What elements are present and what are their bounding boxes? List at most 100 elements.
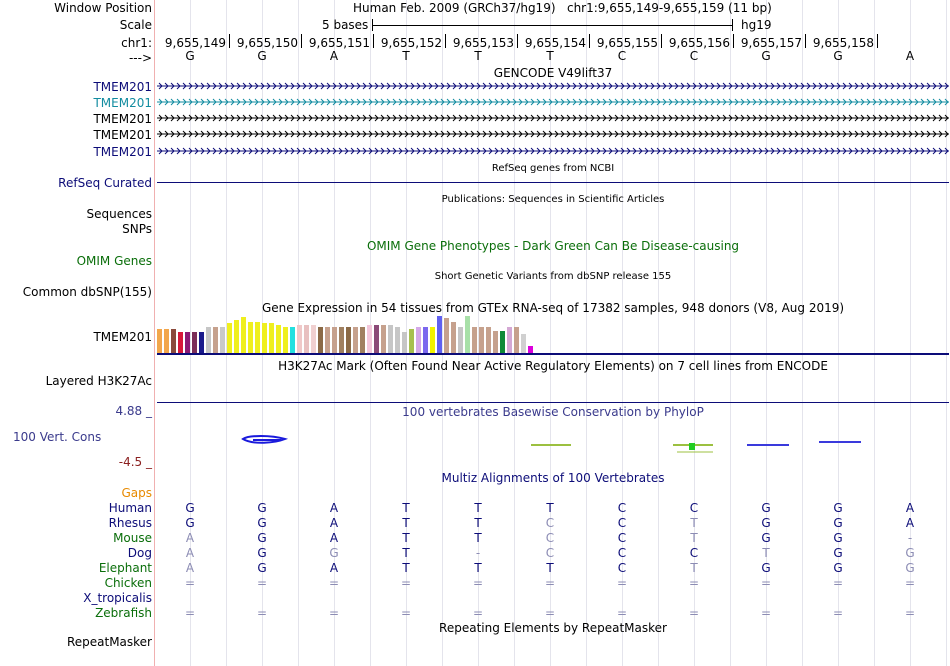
gtex-tissue-bar[interactable]	[346, 327, 351, 353]
gtex-tissue-bar[interactable]	[416, 327, 421, 353]
gtex-tissue-bar[interactable]	[388, 325, 393, 353]
aligned-base: =	[904, 576, 916, 590]
gtex-tissue-bar[interactable]	[437, 316, 442, 353]
gtex-tissue-bar[interactable]	[220, 327, 225, 353]
gtex-tissue-bar[interactable]	[157, 329, 162, 353]
species-label[interactable]: Rhesus	[108, 516, 152, 530]
dbsnp-track-label[interactable]: Common dbSNP(155)	[22, 285, 152, 299]
gtex-tissue-bar[interactable]	[339, 327, 344, 353]
gtex-tissue-bar[interactable]	[227, 323, 232, 353]
gtex-tissue-bar[interactable]	[311, 325, 316, 353]
phylop-wiggle[interactable]	[157, 425, 949, 465]
sequences-track-label[interactable]: Sequences	[86, 207, 152, 221]
gtex-tissue-bar[interactable]	[262, 323, 267, 353]
gtex-tissue-bar[interactable]	[402, 332, 407, 353]
gtex-tissue-bar[interactable]	[528, 346, 533, 353]
gtex-tissue-bar[interactable]	[444, 318, 449, 353]
gtex-tissue-bar[interactable]	[241, 317, 246, 353]
species-label[interactable]: Mouse	[113, 531, 152, 545]
gtex-tissue-bar[interactable]	[458, 327, 463, 353]
gtex-tissue-bar[interactable]	[164, 329, 169, 353]
species-label[interactable]: Chicken	[104, 576, 152, 590]
gtex-tissue-bar[interactable]	[507, 327, 512, 353]
aligned-base: T	[402, 531, 410, 545]
gtex-tissue-bar[interactable]	[367, 325, 372, 353]
gencode-gene-label-1[interactable]: TMEM201	[93, 80, 152, 94]
snps-track-label[interactable]: SNPs	[122, 222, 152, 236]
gtex-tissue-bar[interactable]	[472, 327, 477, 353]
repeatmasker-track-label[interactable]: RepeatMasker	[66, 635, 152, 649]
gtex-tissue-bar[interactable]	[521, 334, 526, 353]
gene-model-4[interactable]	[157, 130, 949, 138]
gtex-tissue-bar[interactable]	[353, 327, 358, 353]
gtex-tissue-bar[interactable]	[500, 331, 505, 353]
gtex-tissue-bar[interactable]	[171, 329, 176, 353]
aligned-base: =	[256, 576, 268, 590]
species-label[interactable]: Human	[108, 501, 152, 515]
gtex-tissue-bar[interactable]	[430, 327, 435, 353]
omim-track-label[interactable]: OMIM Genes	[76, 254, 152, 268]
h3k27ac-track-label[interactable]: Layered H3K27Ac	[45, 374, 152, 388]
phylop-track-label[interactable]: 100 Vert. Cons	[13, 430, 102, 444]
aligned-base: T	[690, 561, 698, 575]
gencode-gene-label-2[interactable]: TMEM201	[93, 96, 152, 110]
gtex-tissue-bar[interactable]	[248, 322, 253, 353]
strand-label: --->	[128, 51, 152, 65]
aligned-base: =	[760, 576, 772, 590]
gene-model-5[interactable]	[157, 147, 949, 155]
species-label[interactable]: Zebrafish	[95, 606, 152, 620]
gtex-tissue-bar[interactable]	[395, 327, 400, 353]
gtex-tissue-bar[interactable]	[206, 327, 211, 353]
gtex-tissue-bar[interactable]	[493, 331, 498, 353]
gtex-tissue-bar[interactable]	[360, 327, 365, 353]
gtex-tissue-bar[interactable]	[297, 325, 302, 353]
aligned-base: =	[544, 606, 556, 620]
gtex-tissue-bar[interactable]	[276, 325, 281, 353]
gencode-gene-label-4[interactable]: TMEM201	[93, 128, 152, 142]
gtex-tissue-bar[interactable]	[185, 332, 190, 353]
gtex-tissue-bar[interactable]	[234, 320, 239, 353]
gencode-gene-label-5[interactable]: TMEM201	[93, 145, 152, 159]
gtex-tissue-bar[interactable]	[178, 332, 183, 353]
gtex-tissue-bar[interactable]	[199, 332, 204, 353]
gtex-tissue-bar[interactable]	[290, 327, 295, 353]
gtex-tissue-bar[interactable]	[304, 325, 309, 353]
aligned-base: =	[688, 576, 700, 590]
gtex-tissue-bar[interactable]	[374, 325, 379, 353]
gtex-bar-chart[interactable]	[157, 316, 537, 353]
assembly-name: Human Feb. 2009 (GRCh37/hg19)	[353, 1, 556, 15]
refseq-track-label[interactable]: RefSeq Curated	[58, 176, 152, 190]
gtex-tissue-bar[interactable]	[325, 327, 330, 353]
gtex-tissue-bar[interactable]	[451, 322, 456, 353]
refseq-gene-line[interactable]	[157, 182, 949, 183]
gene-model-2[interactable]	[157, 98, 949, 106]
gtex-tissue-bar[interactable]	[269, 323, 274, 353]
gene-model-3[interactable]	[157, 114, 949, 122]
grid-line	[802, 0, 803, 666]
gtex-tissue-bar[interactable]	[255, 322, 260, 353]
gtex-tissue-bar[interactable]	[423, 327, 428, 353]
gtex-tissue-bar[interactable]	[465, 316, 470, 353]
gtex-tissue-bar[interactable]	[409, 329, 414, 353]
gtex-tissue-bar[interactable]	[486, 327, 491, 353]
ruler-tick-label: 9,655,156	[668, 36, 730, 50]
gtex-tissue-bar[interactable]	[213, 327, 218, 353]
gtex-tissue-bar[interactable]	[332, 327, 337, 353]
gtex-tissue-bar[interactable]	[381, 325, 386, 353]
gtex-tissue-bar[interactable]	[479, 327, 484, 353]
species-label[interactable]: Dog	[127, 546, 152, 560]
gtex-tissue-bar[interactable]	[192, 332, 197, 353]
gene-model-1[interactable]	[157, 82, 949, 90]
ruler-tick-label: 9,655,157	[740, 36, 802, 50]
publications-track-title: Publications: Sequences in Scientific Ar…	[441, 194, 665, 205]
species-label[interactable]: X_tropicalis	[83, 591, 152, 605]
gtex-tissue-bar[interactable]	[514, 327, 519, 353]
gtex-track-label[interactable]: TMEM201	[93, 330, 152, 344]
gtex-tissue-bar[interactable]	[283, 327, 288, 353]
gencode-gene-label-3[interactable]: TMEM201	[93, 112, 152, 126]
aligned-base: -	[475, 546, 481, 560]
gtex-tissue-bar[interactable]	[318, 327, 323, 353]
species-label[interactable]: Elephant	[98, 561, 152, 575]
gaps-label: Gaps	[121, 486, 152, 500]
